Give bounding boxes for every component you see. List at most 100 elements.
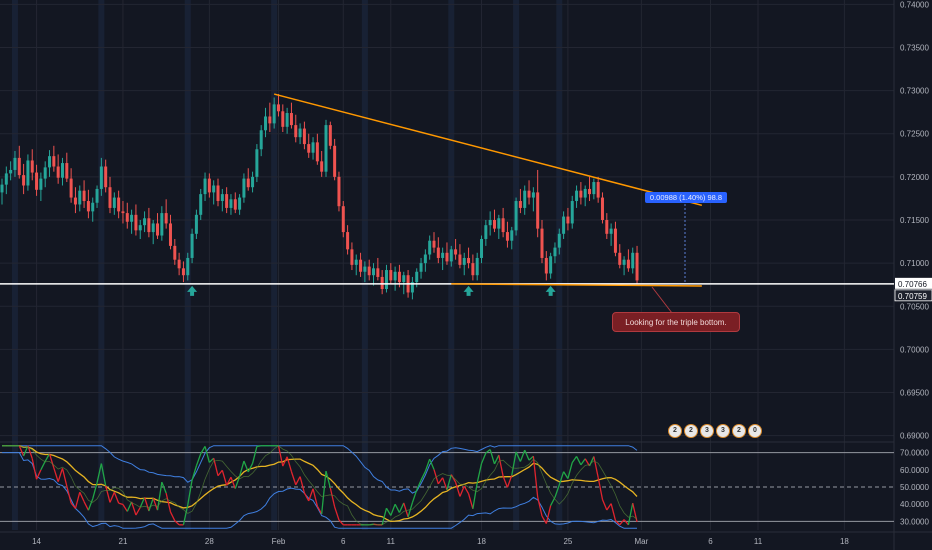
osc-fast-segment — [610, 503, 617, 521]
candle-body — [471, 263, 475, 276]
callout-note[interactable]: Looking for the triple bottom. — [612, 312, 740, 332]
osc-fast-segment — [126, 501, 133, 512]
candle-body — [17, 157, 21, 176]
candle-body — [605, 220, 609, 234]
osc-fast-segment — [44, 453, 51, 462]
osc-fast-segment — [558, 471, 565, 486]
candle-body — [138, 225, 142, 231]
candle-body — [423, 254, 427, 264]
up-arrow-marker — [187, 285, 198, 296]
up-arrow-marker — [545, 285, 556, 296]
osc-fast-segment — [411, 489, 418, 503]
price-tick-label: 0.74000 — [900, 0, 929, 9]
community-avatar-icon[interactable]: 2 — [668, 424, 682, 438]
candle-body — [251, 176, 255, 188]
osc-fast-segment — [571, 456, 578, 463]
candle-body — [544, 257, 548, 274]
osc-tick-label: 70.0000 — [900, 449, 929, 458]
osc-fast-segment — [506, 475, 513, 488]
osc-fast-segment — [329, 487, 336, 508]
candle-body — [527, 190, 531, 198]
candle-body — [212, 185, 216, 193]
weekend-stripe — [98, 0, 105, 530]
candle-body — [445, 252, 449, 262]
osc-fast-segment — [606, 503, 612, 511]
osc-fast-segment — [424, 458, 431, 472]
candle-body — [285, 113, 289, 127]
candle-body — [298, 128, 302, 138]
candle-body — [553, 247, 557, 257]
osc-fast-segment — [493, 454, 500, 465]
candle-body — [186, 257, 190, 276]
osc-upper-band — [2, 445, 638, 494]
community-avatar-icon[interactable]: 3 — [700, 424, 714, 438]
osc-fast-segment — [169, 511, 176, 522]
candle-body — [108, 187, 112, 208]
osc-fast-segment — [563, 471, 569, 479]
osc-mid-line — [2, 445, 638, 526]
candle-body — [125, 213, 129, 222]
community-avatar-icon[interactable]: 3 — [716, 424, 730, 438]
candle-body — [540, 228, 544, 258]
weekend-stripe — [556, 0, 563, 530]
osc-fast-segment — [290, 471, 297, 485]
osc-fast-segment — [139, 497, 146, 508]
community-avatar-icon[interactable]: 2 — [732, 424, 746, 438]
osc-fast-segment — [299, 476, 306, 494]
osc-fast-segment — [580, 458, 586, 466]
candle-body — [264, 116, 268, 131]
candle-body — [613, 228, 617, 253]
candle-body — [337, 176, 341, 207]
price-tick-label: 0.70500 — [900, 302, 929, 311]
candle-body — [402, 275, 406, 283]
osc-fast-segment — [334, 506, 340, 521]
support-trend-line — [451, 283, 702, 287]
candle-body — [492, 220, 496, 229]
candle-body — [307, 144, 311, 153]
osc-fast-segment — [165, 492, 172, 513]
candle-body — [194, 214, 198, 234]
osc-fast-segment — [485, 449, 491, 454]
candle-body — [454, 249, 458, 255]
candle-body — [242, 178, 246, 198]
osc-tick-label: 40.0000 — [900, 500, 929, 509]
osc-fast-segment — [70, 502, 76, 509]
osc-fast-segment — [515, 451, 521, 462]
candle-body — [350, 249, 354, 265]
osc-fast-segment — [537, 496, 543, 517]
osc-fast-segment — [109, 491, 115, 503]
candle-body — [432, 240, 436, 248]
candle-body — [333, 145, 337, 177]
osc-fast-segment — [459, 485, 465, 497]
osc-fast-segment — [221, 470, 228, 486]
candle-body — [294, 125, 298, 138]
osc-tick-label: 30.0000 — [900, 517, 929, 526]
osc-tick-label: 50.0000 — [900, 483, 929, 492]
community-avatar-icon[interactable]: 2 — [684, 424, 698, 438]
candle-body — [497, 218, 501, 229]
candle-body — [363, 266, 367, 272]
candle-body — [160, 213, 164, 236]
candle-body — [289, 113, 293, 126]
candle-body — [181, 268, 185, 276]
osc-fast-segment — [204, 446, 210, 463]
candle-body — [0, 184, 4, 193]
candle-body — [86, 201, 90, 212]
current-price-text: 0.70766 — [898, 280, 927, 289]
candle-body — [458, 254, 462, 265]
candle-body — [557, 233, 561, 248]
osc-fast-segment — [312, 488, 318, 507]
candle-body — [462, 257, 466, 265]
osc-fast-segment — [381, 508, 388, 526]
osc-fast-segment — [614, 519, 621, 526]
candle-body — [207, 178, 211, 193]
community-avatar-icon[interactable]: 0 — [748, 424, 762, 438]
osc-fast-segment — [394, 503, 401, 513]
candle-body — [26, 160, 30, 186]
candle-body — [514, 201, 518, 231]
osc-fast-segment — [528, 455, 534, 461]
candle-body — [566, 216, 570, 224]
candle-body — [134, 214, 138, 231]
